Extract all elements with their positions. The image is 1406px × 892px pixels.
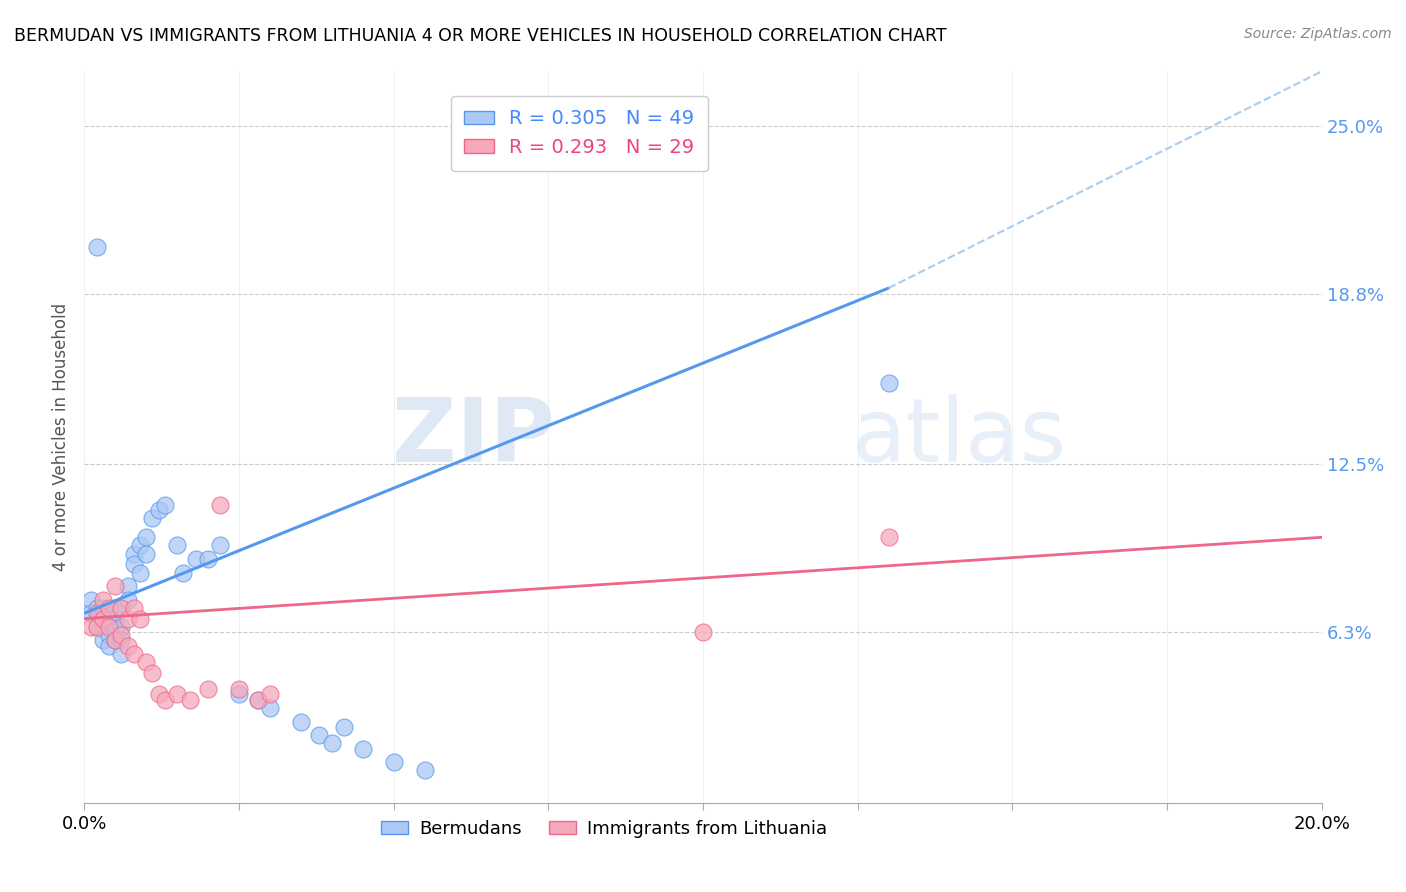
Point	[877, 530, 900, 544]
Point	[86, 606, 108, 620]
Point	[104, 579, 127, 593]
Point	[98, 620, 121, 634]
Point	[246, 693, 269, 707]
Point	[122, 547, 145, 561]
Point	[209, 538, 232, 552]
Point	[166, 688, 188, 702]
Point	[129, 566, 152, 580]
Point	[86, 620, 108, 634]
Point	[110, 620, 132, 634]
Point	[79, 592, 101, 607]
Point	[333, 720, 356, 734]
Point	[135, 530, 157, 544]
Point	[228, 688, 250, 702]
Point	[104, 600, 127, 615]
Point	[197, 552, 219, 566]
Point	[135, 655, 157, 669]
Point	[86, 600, 108, 615]
Point	[413, 764, 436, 778]
Point	[98, 606, 121, 620]
Point	[117, 579, 139, 593]
Point	[122, 647, 145, 661]
Point	[79, 606, 101, 620]
Point	[148, 503, 170, 517]
Point	[91, 633, 114, 648]
Point	[184, 552, 207, 566]
Point	[135, 547, 157, 561]
Text: Source: ZipAtlas.com: Source: ZipAtlas.com	[1244, 27, 1392, 41]
Point	[153, 693, 176, 707]
Point	[110, 647, 132, 661]
Point	[122, 600, 145, 615]
Point	[98, 639, 121, 653]
Point	[110, 600, 132, 615]
Point	[141, 511, 163, 525]
Point	[98, 628, 121, 642]
Y-axis label: 4 or more Vehicles in Household: 4 or more Vehicles in Household	[52, 303, 70, 571]
Point	[104, 623, 127, 637]
Point	[122, 558, 145, 572]
Point	[110, 600, 132, 615]
Point	[179, 693, 201, 707]
Point	[91, 592, 114, 607]
Point	[172, 566, 194, 580]
Point	[104, 633, 127, 648]
Point	[321, 736, 343, 750]
Point	[117, 611, 139, 625]
Point	[129, 611, 152, 625]
Point	[148, 688, 170, 702]
Point	[259, 688, 281, 702]
Point	[117, 639, 139, 653]
Point	[141, 665, 163, 680]
Point	[98, 600, 121, 615]
Text: ZIP: ZIP	[392, 393, 554, 481]
Point	[382, 755, 405, 769]
Point	[104, 633, 127, 648]
Point	[79, 620, 101, 634]
Point	[91, 600, 114, 615]
Point	[246, 693, 269, 707]
Point	[129, 538, 152, 552]
Point	[153, 498, 176, 512]
Point	[91, 623, 114, 637]
Point	[110, 633, 132, 648]
Point	[692, 625, 714, 640]
Point	[104, 611, 127, 625]
Text: BERMUDAN VS IMMIGRANTS FROM LITHUANIA 4 OR MORE VEHICLES IN HOUSEHOLD CORRELATIO: BERMUDAN VS IMMIGRANTS FROM LITHUANIA 4 …	[14, 27, 946, 45]
Point	[352, 741, 374, 756]
Point	[228, 681, 250, 696]
Legend: Bermudans, Immigrants from Lithuania: Bermudans, Immigrants from Lithuania	[374, 813, 834, 845]
Point	[98, 611, 121, 625]
Point	[86, 620, 108, 634]
Point	[91, 611, 114, 625]
Point	[877, 376, 900, 390]
Point	[290, 714, 312, 729]
Point	[166, 538, 188, 552]
Point	[86, 240, 108, 254]
Point	[308, 728, 330, 742]
Point	[259, 701, 281, 715]
Point	[209, 498, 232, 512]
Point	[117, 592, 139, 607]
Point	[110, 628, 132, 642]
Point	[197, 681, 219, 696]
Text: atlas: atlas	[852, 393, 1067, 481]
Point	[86, 611, 108, 625]
Point	[91, 611, 114, 625]
